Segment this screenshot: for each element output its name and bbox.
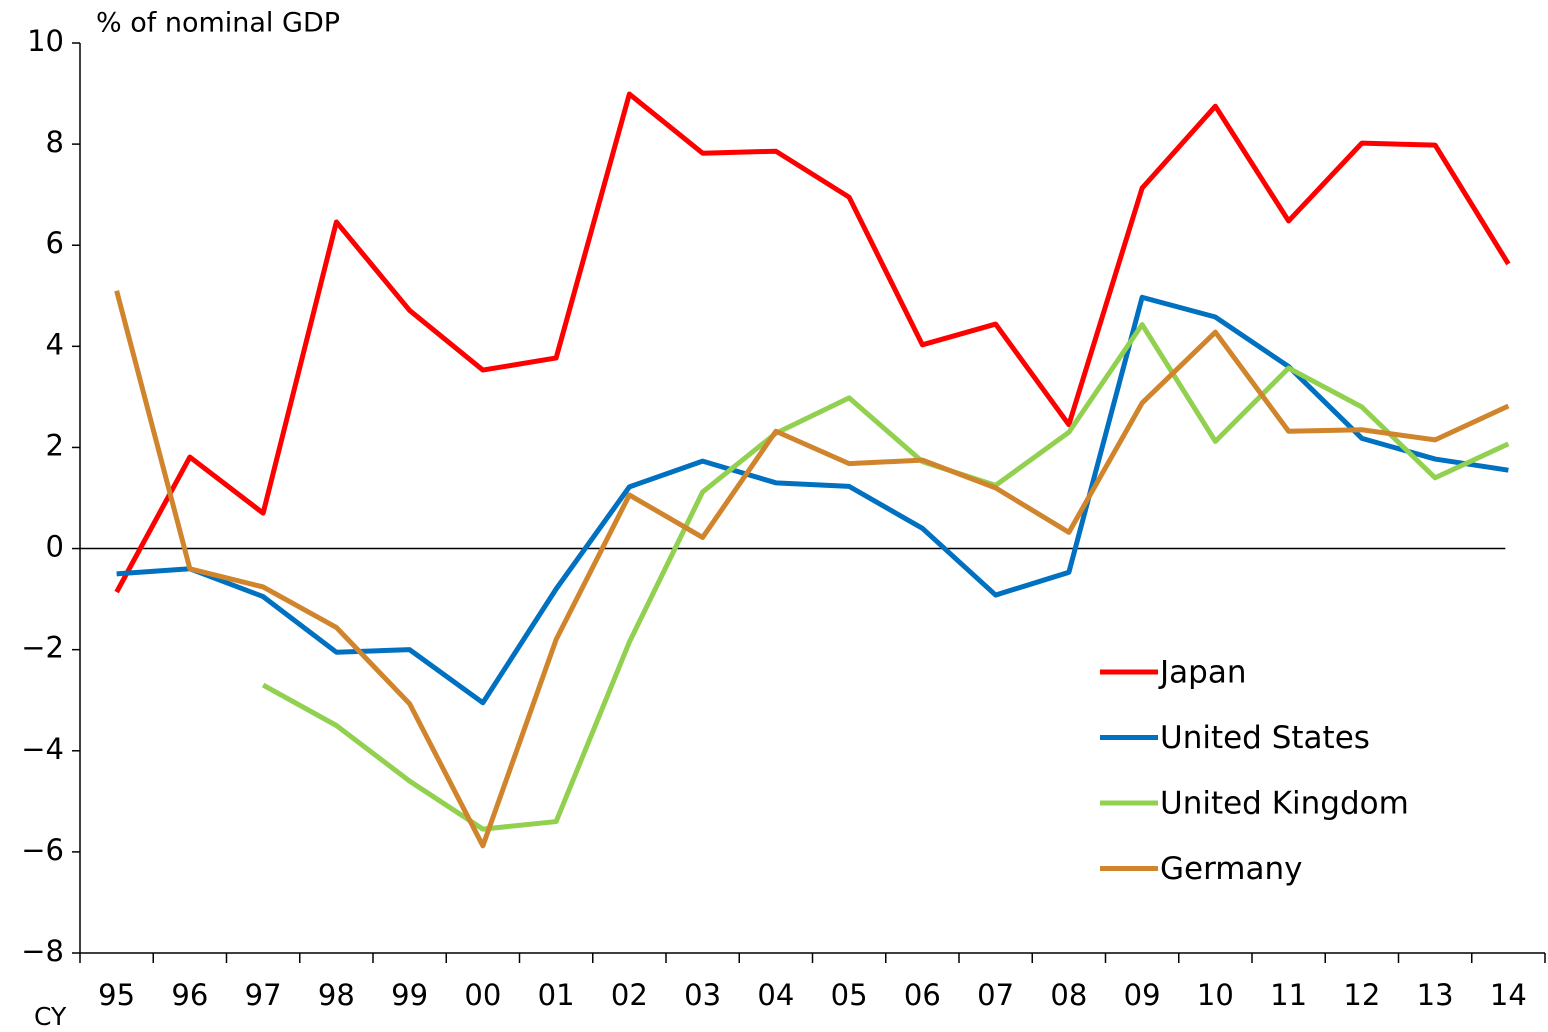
x-tick-label: 02 xyxy=(611,978,648,1012)
x-tick-label: 98 xyxy=(318,978,355,1012)
y-tick-label: −8 xyxy=(21,934,64,968)
legend-label: United Kingdom xyxy=(1160,786,1409,822)
x-axis-title: CY xyxy=(34,1002,67,1031)
y-tick-label: 4 xyxy=(46,327,64,361)
x-tick-label: 05 xyxy=(831,978,868,1012)
y-tick-label: −6 xyxy=(21,833,64,867)
x-tick-label: 11 xyxy=(1270,978,1307,1012)
y-tick-label: 8 xyxy=(46,125,64,159)
x-tick-label: 12 xyxy=(1343,978,1380,1012)
y-tick-label: −4 xyxy=(21,732,64,766)
x-tick-label: 08 xyxy=(1050,978,1087,1012)
y-tick-label: 6 xyxy=(46,226,64,260)
x-tick-label: 97 xyxy=(245,978,282,1012)
series-line xyxy=(116,294,1509,706)
legend-label: United States xyxy=(1160,720,1370,756)
x-tick-label: 13 xyxy=(1417,978,1454,1012)
y-tick-label: 10 xyxy=(27,24,64,58)
x-tick-label: 14 xyxy=(1490,978,1527,1012)
x-tick-label: 06 xyxy=(904,978,941,1012)
y-axis-title: % of nominal GDP xyxy=(96,8,340,39)
x-tick-label: 00 xyxy=(464,978,501,1012)
x-tick-label: 96 xyxy=(171,978,208,1012)
x-tick-label: 07 xyxy=(977,978,1014,1012)
y-tick-label: −2 xyxy=(21,631,64,665)
series-line xyxy=(114,290,1510,849)
legend-label: Japan xyxy=(1158,655,1246,691)
legend-label: Germany xyxy=(1160,851,1302,887)
x-tick-label: 09 xyxy=(1124,978,1161,1012)
y-tick-label: 0 xyxy=(46,530,64,564)
x-tick-label: 04 xyxy=(757,978,794,1012)
x-tick-label: 99 xyxy=(391,978,428,1012)
x-tick-label: 95 xyxy=(98,978,135,1012)
x-tick-label: 01 xyxy=(538,978,575,1012)
series-line xyxy=(114,91,1511,594)
x-tick-label: 10 xyxy=(1197,978,1234,1012)
y-tick-label: 2 xyxy=(46,428,64,462)
x-tick-label: 03 xyxy=(684,978,721,1012)
